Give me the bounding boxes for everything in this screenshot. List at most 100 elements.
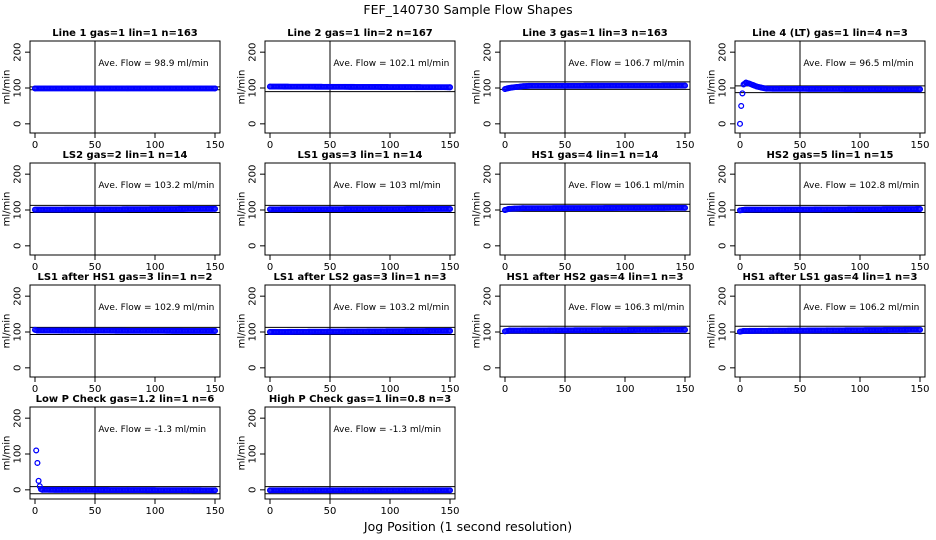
data-point	[746, 80, 753, 87]
x-tick-label: 100	[615, 262, 634, 273]
panel-8: HS2 gas=5 lin=1 n=15 0 100 200 0 50 100 150 ml/m…	[707, 150, 930, 273]
data-point	[737, 328, 743, 335]
x-tick-label: 50	[324, 384, 337, 395]
y-tick-label: 0	[483, 365, 494, 371]
panel-title: Low P Check gas=1.2 lin=1 n=6	[36, 394, 215, 405]
data-point	[743, 79, 749, 86]
data-point	[34, 327, 41, 334]
x-tick-label: 0	[32, 262, 38, 273]
data-point	[502, 207, 508, 213]
y-axis-label: ml/min	[707, 314, 718, 349]
data-point	[506, 327, 513, 334]
data-point	[267, 83, 273, 90]
x-tick-label: 150	[910, 262, 929, 273]
x-tick-label: 100	[380, 262, 399, 273]
y-tick-label: 0	[248, 243, 259, 249]
y-axis-label: ml/min	[2, 192, 13, 227]
x-tick-label: 100	[850, 140, 869, 151]
data-point	[682, 204, 688, 211]
y-axis-label: ml/min	[237, 70, 248, 105]
data-point	[212, 205, 218, 212]
x-tick-label: 150	[675, 384, 694, 395]
y-tick-label: 100	[718, 200, 729, 219]
y-tick-label: 100	[718, 322, 729, 341]
data-point	[32, 206, 38, 213]
x-tick-label: 150	[675, 140, 694, 151]
x-tick-label: 150	[675, 262, 694, 273]
x-tick-label: 0	[32, 140, 38, 151]
y-tick-label: 200	[483, 165, 494, 184]
data-point	[738, 102, 745, 109]
y-tick-label: 200	[248, 43, 259, 62]
x-tick-label: 100	[145, 384, 164, 395]
average-flow-annotation: Ave. Flow = 106.2 ml/min	[803, 303, 919, 313]
data-point	[447, 205, 453, 212]
panel-title: HS1 after HS2 gas=4 lin=1 n=3	[506, 272, 683, 283]
x-tick-label: 50	[794, 262, 807, 273]
panel-13: Low P Check gas=1.2 lin=1 n=6 0 100 200 0 50 1…	[2, 394, 225, 517]
y-tick-label: 0	[718, 121, 729, 127]
panel-14: High P Check gas=1 lin=0.8 n=3 0 100 200 0 50…	[237, 394, 460, 517]
plot-frame	[29, 284, 221, 378]
y-tick-label: 200	[248, 287, 259, 306]
panel-11: HS1 after HS2 gas=4 lin=1 n=3 0 100 200 0 50 1…	[472, 272, 695, 395]
panel-title: High P Check gas=1 lin=0.8 n=3	[269, 394, 451, 405]
figure-title: FEF_140730 Sample Flow Shapes	[363, 2, 573, 17]
plot-frame	[264, 162, 456, 256]
average-flow-annotation: Ave. Flow = 103 ml/min	[333, 181, 440, 191]
data-point	[447, 327, 453, 334]
panel-10: LS1 after LS2 gas=3 lin=1 n=3 0 100 200 0 50 1…	[237, 272, 460, 395]
plot-frame	[734, 40, 926, 134]
data-point	[39, 486, 46, 493]
x-tick-label: 150	[205, 506, 224, 517]
y-tick-label: 0	[13, 487, 24, 493]
y-tick-label: 100	[248, 322, 259, 341]
y-axis-label: ml/min	[707, 192, 718, 227]
data-point	[504, 85, 511, 92]
y-axis-label: ml/min	[2, 314, 13, 349]
panel-4: Line 4 (LT) gas=1 lin=4 n=3 0 100 200 0 50 100…	[707, 28, 930, 151]
panel-title: LS1 after HS1 gas=3 lin=1 n=2	[37, 272, 212, 283]
x-tick-label: 150	[440, 506, 459, 517]
data-point	[682, 326, 688, 333]
y-tick-label: 0	[248, 487, 259, 493]
y-tick-label: 0	[248, 365, 259, 371]
average-flow-annotation: Ave. Flow = -1.3 ml/min	[98, 425, 206, 435]
y-axis-label: ml/min	[237, 436, 248, 471]
data-point	[682, 82, 688, 89]
data-point	[33, 447, 40, 454]
panel-title: LS2 gas=2 lin=1 n=14	[63, 150, 188, 161]
y-tick-label: 200	[483, 43, 494, 62]
x-tick-label: 100	[380, 506, 399, 517]
data-point	[526, 82, 532, 89]
x-tick-label: 0	[267, 262, 273, 273]
data-point	[267, 329, 273, 335]
x-tick-label: 100	[380, 384, 399, 395]
y-tick-label: 200	[483, 287, 494, 306]
y-axis-label: ml/min	[237, 314, 248, 349]
average-flow-annotation: Ave. Flow = 106.1 ml/min	[568, 181, 684, 191]
x-tick-label: 100	[145, 140, 164, 151]
x-tick-label: 100	[615, 140, 634, 151]
data-point	[32, 85, 38, 92]
y-tick-label: 0	[483, 121, 494, 127]
x-tick-label: 0	[502, 140, 508, 151]
panel-title: HS2 gas=5 lin=1 n=15	[767, 150, 894, 161]
plot-frame	[264, 284, 456, 378]
x-tick-label: 0	[32, 506, 38, 517]
x-tick-label: 50	[89, 506, 102, 517]
average-flow-annotation: Ave. Flow = 98.9 ml/min	[98, 59, 208, 69]
x-tick-label: 150	[440, 384, 459, 395]
panel-title: Line 3 gas=1 lin=3 n=163	[522, 28, 668, 39]
data-point	[520, 205, 526, 212]
y-tick-label: 0	[248, 121, 259, 127]
x-tick-label: 150	[910, 140, 929, 151]
y-axis-label: ml/min	[472, 314, 483, 349]
average-flow-annotation: Ave. Flow = -1.3 ml/min	[333, 425, 441, 435]
data-point	[917, 86, 923, 93]
panel-title: LS1 gas=3 lin=1 n=14	[298, 150, 423, 161]
average-flow-annotation: Ave. Flow = 102.9 ml/min	[98, 303, 214, 313]
plot-frame	[734, 162, 926, 256]
data-point	[212, 85, 218, 92]
y-tick-label: 0	[13, 243, 24, 249]
